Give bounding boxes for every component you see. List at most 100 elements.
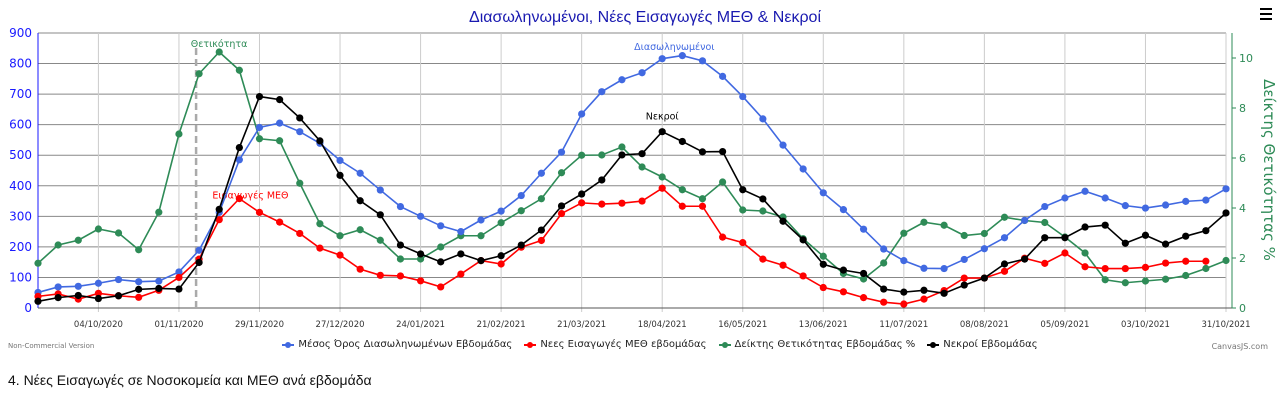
data-point: [376, 186, 384, 194]
series-3: [34, 92, 1230, 305]
data-point: [517, 191, 525, 200]
data-point: [839, 206, 848, 214]
data-point: [779, 261, 787, 269]
data-point: [296, 128, 304, 136]
series-1: [34, 184, 1210, 308]
data-point: [960, 274, 968, 282]
data-point: [1000, 234, 1009, 242]
data-point: [457, 228, 465, 236]
series-0: [34, 52, 1230, 297]
legend-item-intubated[interactable]: Μέσος Όρος Διασωληνωμένων Εβδομάδας: [282, 339, 512, 350]
data-point: [537, 195, 545, 203]
data-point: [497, 207, 505, 215]
data-point: [1182, 271, 1190, 280]
data-point: [54, 294, 62, 302]
y2-tick-label: 2: [1239, 252, 1246, 265]
data-point: [839, 288, 848, 296]
data-point: [779, 217, 787, 225]
y2-tick-label: 10: [1239, 52, 1253, 65]
data-point: [1000, 267, 1009, 275]
legend-item-positivity[interactable]: Δείκτης Θετικότητας Εβδομάδας %: [718, 339, 916, 350]
data-point: [940, 289, 948, 297]
data-point: [255, 135, 264, 143]
data-point: [839, 266, 848, 274]
data-point: [316, 244, 324, 252]
legend-item-deaths[interactable]: Νεκροί Εβδομάδας: [927, 339, 1038, 350]
data-point: [336, 232, 344, 240]
data-point: [678, 137, 686, 146]
data-point: [235, 143, 243, 152]
data-point: [195, 246, 203, 254]
data-point: [356, 169, 364, 177]
data-point: [255, 123, 264, 132]
data-point: [1161, 201, 1170, 209]
data-point: [900, 288, 908, 296]
data-point: [638, 69, 646, 77]
data-point: [598, 176, 606, 184]
data-point: [74, 282, 82, 290]
x-tick-label: 21/02/2021: [477, 320, 526, 330]
data-point: [859, 269, 868, 278]
data-point: [276, 137, 284, 145]
hamburger-menu-icon[interactable]: [1260, 8, 1272, 20]
data-point: [759, 195, 767, 203]
y-tick-label: 700: [9, 87, 32, 101]
data-point: [94, 289, 103, 297]
watermark-non-commercial: Non-Commercial Version: [8, 342, 95, 350]
y2-axis-title: Δείκτης Θετικότητας %: [1260, 79, 1278, 261]
series-line: [37, 50, 1227, 284]
data-point: [739, 92, 747, 101]
data-point: [94, 294, 103, 303]
data-point: [135, 246, 143, 254]
data-point: [336, 171, 344, 179]
x-tick-label: 31/10/2021: [1202, 320, 1251, 330]
data-point: [880, 259, 888, 267]
data-point: [396, 272, 405, 280]
data-point: [557, 209, 566, 218]
data-point: [1222, 209, 1230, 217]
data-point: [135, 293, 143, 301]
x-tick-label: 11/07/2021: [879, 320, 928, 330]
data-point: [356, 197, 364, 205]
data-point: [1101, 194, 1109, 202]
x-tick-label: 01/11/2020: [154, 320, 203, 330]
data-point: [658, 55, 666, 63]
data-point: [618, 199, 626, 207]
legend-item-icu-admissions[interactable]: Νεες Εισαγωγές ΜΕΘ εβδομάδας: [524, 339, 707, 350]
data-point: [658, 184, 666, 192]
data-point: [94, 279, 103, 287]
x-tick-label: 04/10/2020: [74, 320, 123, 330]
data-point: [416, 212, 425, 220]
data-point: [1121, 202, 1129, 210]
data-point: [356, 265, 364, 273]
data-point: [719, 147, 727, 156]
data-point: [255, 208, 264, 216]
chart-title: Διασωληνωμένοι, Νέες Εισαγωγές ΜΕΘ & Νεκ…: [469, 9, 821, 26]
data-point: [557, 169, 566, 177]
data-point: [94, 225, 103, 233]
data-point: [1101, 221, 1109, 229]
data-point: [336, 156, 344, 165]
series: [34, 48, 1230, 308]
data-point: [598, 151, 606, 159]
y2-tick-label: 6: [1239, 152, 1246, 165]
y2-tick-label: 4: [1239, 202, 1246, 215]
data-point: [980, 274, 988, 282]
data-point: [215, 205, 223, 213]
data-point: [819, 189, 827, 197]
y-tick-label: 200: [9, 240, 32, 254]
legend: Μέσος Όρος Διασωληνωμένων Εβδομάδας Νεες…: [0, 339, 1280, 350]
data-point: [1041, 202, 1049, 211]
legend-label: Δείκτης Θετικότητας Εβδομάδας %: [734, 339, 916, 350]
data-point: [739, 239, 747, 247]
y2-tick-label: 0: [1239, 302, 1246, 315]
data-point: [960, 281, 968, 289]
data-point: [235, 195, 243, 203]
data-point: [497, 252, 505, 260]
data-point: [437, 243, 445, 251]
annotation-label: Νεκροί: [646, 112, 680, 123]
data-point: [698, 195, 707, 203]
data-point: [739, 186, 747, 194]
data-point: [1202, 227, 1210, 235]
watermark-canvasjs[interactable]: CanvasJS.com: [1211, 342, 1268, 351]
